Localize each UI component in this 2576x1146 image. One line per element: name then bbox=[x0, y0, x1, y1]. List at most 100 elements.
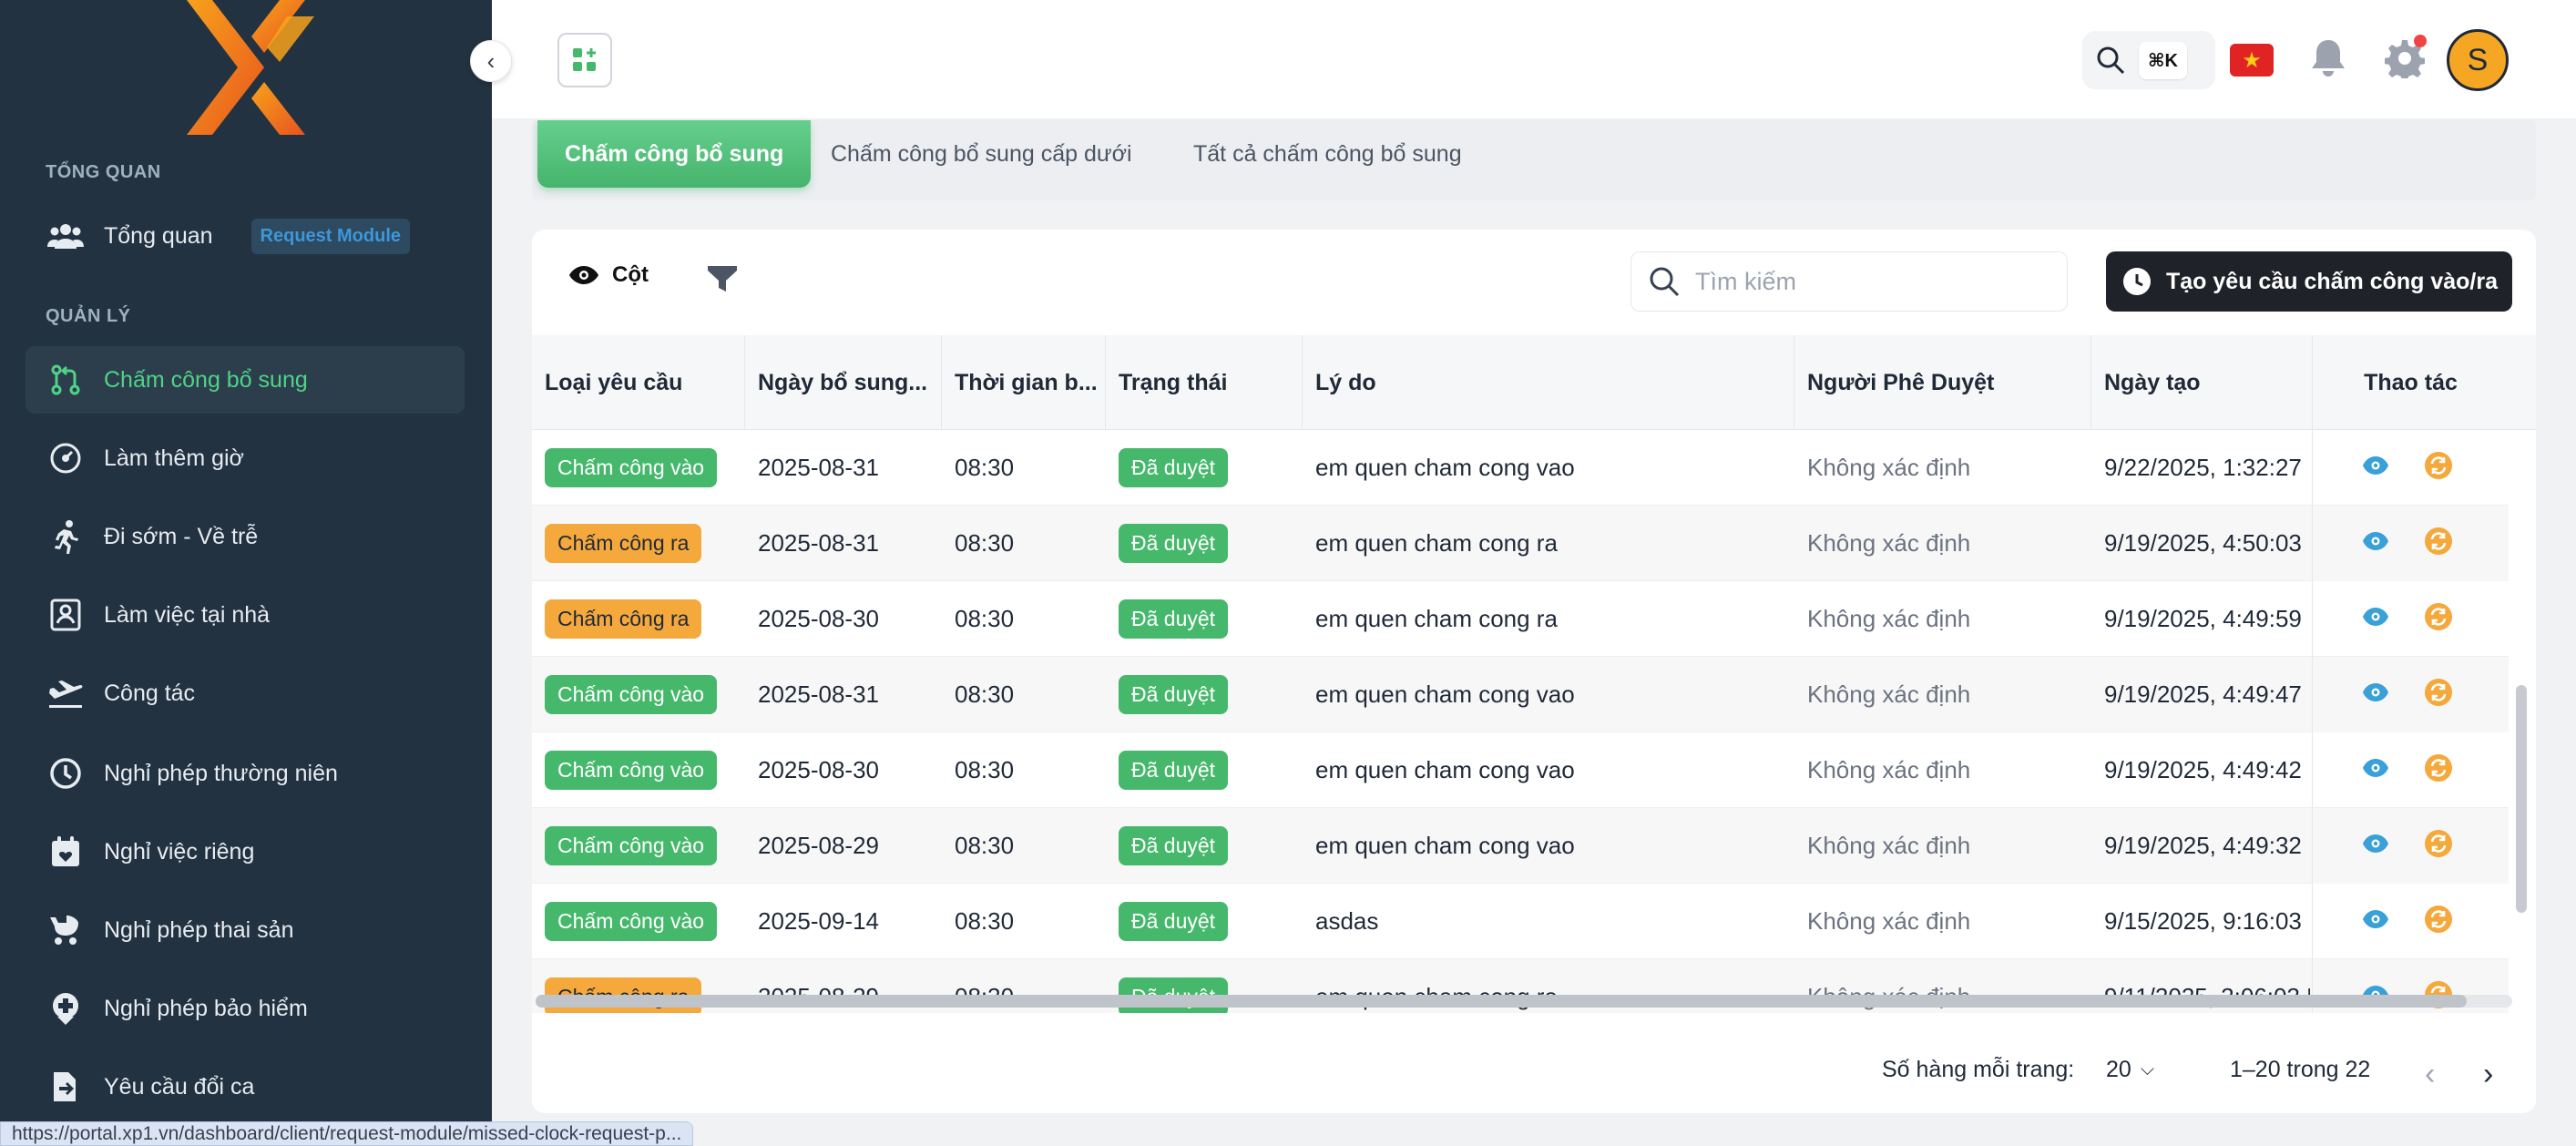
tab-all-requests[interactable]: Tất cả chấm công bổ sung bbox=[1193, 140, 1462, 167]
user-avatar[interactable]: S bbox=[2447, 29, 2509, 91]
status-cell: Đã duyệt bbox=[1119, 506, 1301, 581]
filter-button[interactable] bbox=[707, 264, 738, 298]
settings-button[interactable] bbox=[2384, 38, 2426, 83]
view-button[interactable] bbox=[2362, 758, 2389, 783]
status-cell: Đã duyệt bbox=[1119, 657, 1301, 732]
column-header-status[interactable]: Trạng thái bbox=[1106, 335, 1303, 430]
time-cell: 08:30 bbox=[955, 454, 1015, 481]
section-title-overview: TỔNG QUAN bbox=[46, 162, 161, 182]
sidebar-item-overview[interactable]: Tổng quan Request Module bbox=[26, 202, 465, 270]
sync-button[interactable] bbox=[2424, 829, 2453, 863]
reason-cell: em quen cham cong vao bbox=[1315, 454, 1575, 481]
sidebar-item-annual-leave[interactable]: Nghỉ phép thường niên bbox=[26, 740, 465, 807]
search-input[interactable] bbox=[1695, 267, 2060, 296]
columns-button[interactable]: Cột bbox=[568, 262, 649, 288]
apps-button[interactable] bbox=[557, 33, 612, 87]
table-row[interactable]: Chấm công ra 2025-08-30 08:30 Đã duyệt em qu… bbox=[532, 581, 2509, 657]
search-field[interactable] bbox=[1630, 251, 2068, 312]
collapse-sidebar-button[interactable]: ‹ bbox=[470, 40, 512, 82]
reason-cell: em quen cham cong ra bbox=[1315, 605, 1558, 632]
column-header-created[interactable]: Ngày tạo bbox=[2104, 369, 2201, 395]
time-cell: 08:30 bbox=[955, 756, 1015, 783]
view-button[interactable] bbox=[2362, 909, 2389, 934]
type-cell: Chấm công vào bbox=[545, 657, 745, 732]
column-header-reason[interactable]: Lý do bbox=[1303, 335, 1794, 430]
next-page-button[interactable]: › bbox=[2483, 1057, 2493, 1092]
horizontal-scrollbar[interactable] bbox=[536, 995, 2512, 1008]
approver-cell: Không xác định bbox=[1807, 529, 1971, 557]
rows-per-page-select[interactable]: 20 ⌵ bbox=[2106, 1057, 2154, 1083]
date-cell: 2025-09-14 bbox=[758, 907, 879, 935]
sync-button[interactable] bbox=[2424, 602, 2453, 636]
view-button[interactable] bbox=[2362, 607, 2389, 631]
chevron-left-icon: ‹ bbox=[2425, 1057, 2436, 1091]
tab-my-requests[interactable]: Chấm công bổ sung bbox=[537, 120, 812, 188]
clock-icon bbox=[2123, 268, 2151, 295]
sidebar-item-overtime[interactable]: Làm thêm giờ bbox=[26, 425, 465, 492]
table-row[interactable]: Chấm công vào 2025-09-14 08:30 Đã duyệt asda… bbox=[532, 884, 2509, 959]
sidebar-item-business-trip[interactable]: Công tác bbox=[26, 660, 465, 727]
created-cell: 9/19/2025, 4:50:03 PM bbox=[2104, 529, 2310, 557]
language-flag[interactable]: ★ bbox=[2230, 44, 2274, 77]
type-cell: Chấm công vào bbox=[545, 732, 745, 808]
actions-cell bbox=[2312, 581, 2509, 657]
date-cell: 2025-08-31 bbox=[758, 680, 879, 708]
type-cell: Chấm công ra bbox=[545, 581, 745, 657]
table-row[interactable]: Chấm công vào 2025-08-31 08:30 Đã duyệt em q… bbox=[532, 657, 2509, 732]
requests-card: Cột Tạo yêu cầu chấm công vào/ra Loại yê… bbox=[532, 230, 2536, 1113]
sync-button[interactable] bbox=[2424, 905, 2453, 938]
view-button[interactable] bbox=[2362, 682, 2389, 707]
table-row[interactable]: Chấm công vào 2025-08-30 08:30 Đã duyệt em q… bbox=[532, 732, 2509, 808]
view-button[interactable] bbox=[2362, 455, 2389, 480]
reason-cell: em quen cham cong vao bbox=[1315, 832, 1575, 859]
column-header-time[interactable]: Thời gian b... bbox=[942, 335, 1106, 430]
prev-page-button[interactable]: ‹ bbox=[2425, 1057, 2435, 1092]
table-row[interactable]: Chấm công ra 2025-08-31 08:30 Đã duyệt em qu… bbox=[532, 506, 2509, 581]
view-button[interactable] bbox=[2362, 531, 2389, 556]
approver-cell: Không xác định bbox=[1807, 454, 1971, 481]
sync-button[interactable] bbox=[2424, 678, 2453, 711]
notifications-button[interactable] bbox=[2310, 38, 2346, 83]
created-cell: 9/15/2025, 9:16:03 PM bbox=[2104, 907, 2310, 935]
approver-cell: Không xác định bbox=[1807, 832, 1971, 859]
sidebar-item-wfh[interactable]: Làm việc tại nhà bbox=[26, 581, 465, 649]
tab-subordinate-requests[interactable]: Chấm công bổ sung cấp dưới bbox=[831, 140, 1132, 167]
sidebar-item-label: Nghỉ phép thai sản bbox=[104, 916, 294, 943]
create-clock-request-button[interactable]: Tạo yêu cầu chấm công vào/ra bbox=[2106, 251, 2512, 312]
vertical-scrollbar[interactable] bbox=[2516, 430, 2527, 1004]
date-cell: 2025-08-29 bbox=[758, 832, 879, 859]
sidebar-item-missed-clock[interactable]: Chấm công bổ sung bbox=[26, 346, 465, 414]
scrollbar-thumb[interactable] bbox=[2516, 685, 2527, 913]
sidebar-item-shift-change[interactable]: Yêu cầu đổi ca bbox=[26, 1053, 465, 1120]
sync-button[interactable] bbox=[2424, 451, 2453, 485]
sidebar-item-early-late[interactable]: Đi sớm - Về trễ bbox=[26, 503, 465, 570]
sync-button[interactable] bbox=[2424, 527, 2453, 560]
brand-logo[interactable] bbox=[178, 0, 314, 135]
create-button-label: Tạo yêu cầu chấm công vào/ra bbox=[2166, 268, 2499, 294]
table-row[interactable]: Chấm công vào 2025-08-31 08:30 Đã duyệt em q… bbox=[532, 430, 2509, 506]
gear-icon bbox=[2384, 40, 2426, 82]
status-bar-url: https://portal.xp1.vn/dashboard/client/r… bbox=[0, 1121, 694, 1146]
sync-icon bbox=[2425, 452, 2452, 479]
star-icon: ★ bbox=[2242, 47, 2262, 73]
table-row[interactable]: Chấm công vào 2025-08-29 08:30 Đã duyệt em q… bbox=[532, 808, 2509, 884]
column-header-date[interactable]: Ngày bổ sung... bbox=[745, 335, 942, 430]
date-cell: 2025-08-30 bbox=[758, 756, 879, 783]
chevron-right-icon: › bbox=[2483, 1057, 2494, 1091]
git-pull-request-icon bbox=[46, 360, 86, 400]
sidebar-item-personal-leave[interactable]: Nghỉ việc riêng bbox=[26, 818, 465, 885]
global-search-button[interactable]: ⌘K bbox=[2082, 31, 2215, 89]
reason-cell: em quen cham cong vao bbox=[1315, 680, 1575, 708]
sidebar-item-maternity[interactable]: Nghỉ phép thai sản bbox=[26, 896, 465, 964]
column-header-approver[interactable]: Người Phê Duyệt bbox=[1794, 335, 2091, 430]
filter-icon bbox=[708, 266, 737, 292]
sync-button[interactable] bbox=[2424, 753, 2453, 787]
type-cell: Chấm công ra bbox=[545, 506, 745, 581]
status-badge: Đã duyệt bbox=[1119, 599, 1229, 639]
view-button[interactable] bbox=[2362, 834, 2389, 858]
sidebar-item-insurance-leave[interactable]: Nghỉ phép bảo hiểm bbox=[26, 975, 465, 1042]
column-header-type[interactable]: Loại yêu cầu bbox=[532, 335, 745, 430]
type-badge: Chấm công vào bbox=[545, 902, 718, 941]
actions-cell bbox=[2312, 430, 2509, 506]
scrollbar-thumb[interactable] bbox=[536, 995, 2467, 1008]
